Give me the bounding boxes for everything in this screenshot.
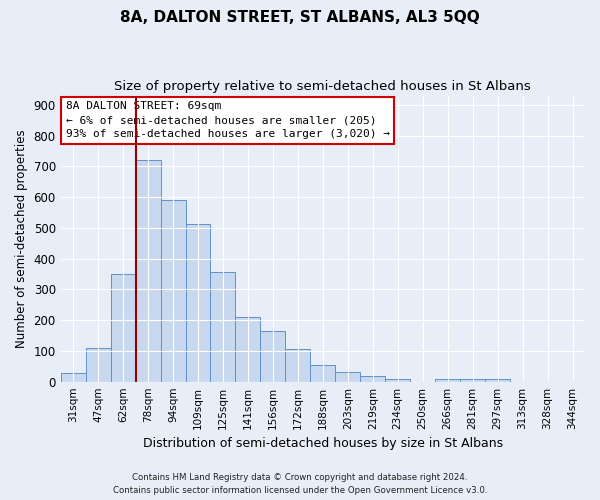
Bar xyxy=(335,372,360,382)
Bar xyxy=(385,378,410,382)
Text: Contains HM Land Registry data © Crown copyright and database right 2024.
Contai: Contains HM Land Registry data © Crown c… xyxy=(113,474,487,495)
Bar xyxy=(260,331,286,382)
Bar xyxy=(286,350,310,382)
Bar xyxy=(185,224,211,382)
Bar xyxy=(235,317,260,382)
Text: 8A DALTON STREET: 69sqm
← 6% of semi-detached houses are smaller (205)
93% of se: 8A DALTON STREET: 69sqm ← 6% of semi-det… xyxy=(66,102,390,140)
Bar xyxy=(435,378,460,382)
Bar xyxy=(211,272,235,382)
Title: Size of property relative to semi-detached houses in St Albans: Size of property relative to semi-detach… xyxy=(115,80,531,93)
Bar xyxy=(61,373,86,382)
Bar xyxy=(110,274,136,382)
Bar xyxy=(485,379,510,382)
X-axis label: Distribution of semi-detached houses by size in St Albans: Distribution of semi-detached houses by … xyxy=(143,437,503,450)
Bar xyxy=(86,348,110,382)
Bar xyxy=(136,160,161,382)
Text: 8A, DALTON STREET, ST ALBANS, AL3 5QQ: 8A, DALTON STREET, ST ALBANS, AL3 5QQ xyxy=(120,10,480,25)
Bar xyxy=(310,365,335,382)
Bar xyxy=(360,376,385,382)
Bar xyxy=(460,378,485,382)
Y-axis label: Number of semi-detached properties: Number of semi-detached properties xyxy=(15,130,28,348)
Bar xyxy=(161,200,185,382)
